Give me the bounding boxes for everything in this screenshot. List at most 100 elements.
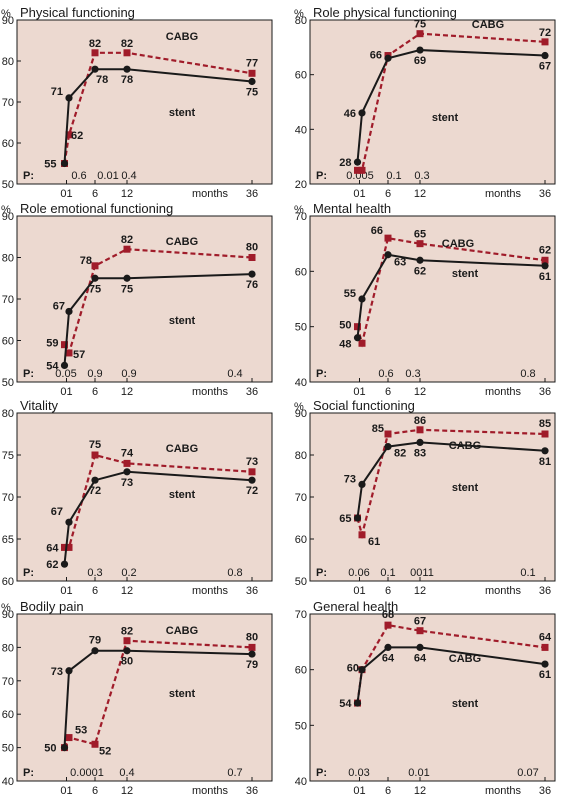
series-name-cabg: CABG — [166, 443, 198, 455]
y-tick-label: 65 — [2, 534, 14, 546]
data-label: 66 — [370, 49, 382, 61]
series-name-cabg: CABG — [449, 653, 481, 665]
data-label: 50 — [339, 320, 351, 332]
data-point-stent — [541, 262, 549, 270]
data-label: 73 — [121, 477, 133, 489]
data-label: 60 — [347, 663, 359, 675]
p-value: 0.03 — [348, 767, 369, 779]
data-label: 54 — [46, 360, 59, 372]
p-value: 0.9 — [121, 368, 136, 380]
data-label: 28 — [339, 157, 351, 169]
p-value: 0.6 — [71, 170, 86, 182]
y-tick-label: 40 — [295, 124, 307, 136]
data-label: 65 — [339, 513, 351, 525]
p-value: 0.9 — [87, 368, 102, 380]
data-point-stent — [384, 251, 392, 259]
data-point-cabg — [61, 341, 68, 349]
data-label: 82 — [121, 38, 133, 50]
series-name-stent: stent — [432, 112, 459, 124]
data-point-stent — [541, 51, 549, 60]
data-point-stent — [248, 77, 256, 86]
data-point-stent — [91, 274, 99, 282]
data-point-cabg — [248, 69, 256, 77]
x-tick-label: 01 — [60, 785, 72, 797]
y-tick-label: 60 — [2, 576, 14, 588]
p-value: 0.3 — [87, 567, 102, 579]
data-label: 48 — [339, 339, 351, 351]
x-tick-label: 36 — [539, 585, 551, 597]
data-point-stent — [353, 699, 362, 707]
x-tick-label: 6 — [92, 386, 98, 398]
x-tick-label: 36 — [246, 386, 258, 398]
data-point-stent — [123, 468, 131, 476]
data-point-cabg — [384, 234, 392, 242]
p-value: 0.4 — [227, 368, 242, 380]
y-tick-label: 80 — [2, 408, 14, 420]
chart-panel-6: Social functioning% 50 60 70 80 90 01 6 12 36 mont… — [294, 398, 556, 597]
chart-title: Bodily pain — [20, 599, 84, 614]
data-point-stent — [358, 295, 366, 303]
data-point-cabg — [541, 643, 549, 651]
p-value: 0.7 — [227, 767, 242, 779]
p-label: P: — [23, 567, 34, 579]
p-value: 0.1 — [386, 170, 401, 182]
data-point-stent — [91, 647, 99, 655]
y-tick-label: 50 — [295, 720, 307, 732]
data-label: 66 — [371, 225, 383, 237]
data-point-stent — [248, 650, 256, 658]
data-point-stent — [416, 643, 424, 652]
data-point-cabg — [123, 245, 131, 253]
y-tick-label: 50 — [2, 179, 14, 191]
data-point-stent — [91, 476, 99, 484]
data-point-stent — [123, 65, 131, 73]
y-tick-label: 60 — [2, 709, 14, 721]
data-point-stent — [91, 65, 99, 73]
y-unit-label: % — [1, 8, 11, 20]
data-point-cabg — [354, 323, 361, 331]
x-tick-label: 12 — [414, 585, 426, 597]
data-label: 64 — [414, 652, 427, 664]
y-unit-label: % — [294, 401, 304, 413]
data-point-cabg — [91, 262, 99, 270]
p-value: 0.05 — [55, 368, 76, 380]
x-tick-label: 36 — [246, 585, 258, 597]
chart-title: Role physical functioning — [313, 5, 457, 20]
y-tick-label: 50 — [295, 322, 307, 334]
data-label: 50 — [44, 743, 56, 755]
chart-panel-5: Vitality 60 65 70 75 80 01 6 12 36 months P: 0.3 0.2 0… — [2, 398, 273, 597]
x-tick-label: 01 — [60, 585, 72, 597]
series-name-cabg: CABG — [472, 19, 504, 31]
data-point-cabg — [65, 734, 73, 742]
x-tick-label: 12 — [414, 188, 426, 200]
data-point-stent — [65, 307, 73, 316]
p-label: P: — [316, 368, 327, 380]
data-point-cabg — [91, 49, 99, 57]
data-label: 77 — [246, 57, 258, 69]
data-point-stent — [416, 438, 424, 446]
x-tick-label: 36 — [246, 785, 258, 797]
chart-panel-7: Bodily pain% 40 50 60 70 80 90 01 6 12 36 months P: 0… — [1, 599, 273, 797]
data-label: 79 — [246, 659, 258, 671]
data-label: 64 — [46, 542, 59, 554]
x-tick-label: 6 — [92, 785, 98, 797]
chart-panel-4: Mental health% 40 50 60 70 01 6 12 36 months P: 0.6… — [294, 201, 556, 398]
data-label: 67 — [53, 300, 65, 312]
series-name-stent: stent — [169, 315, 196, 327]
data-label: 78 — [80, 255, 92, 267]
p-value: 0.01 — [408, 767, 429, 779]
data-point-stent — [65, 94, 73, 102]
data-point-cabg — [65, 543, 73, 551]
data-label: 73 — [51, 666, 63, 678]
data-point-stent — [358, 666, 366, 674]
data-label: 78 — [121, 74, 133, 86]
data-point-cabg — [65, 131, 73, 139]
chart-title: Social functioning — [313, 398, 415, 413]
data-label: 52 — [99, 745, 111, 757]
data-point-cabg — [384, 430, 392, 438]
y-tick-label: 40 — [295, 776, 307, 788]
x-tick-label: 36 — [539, 386, 551, 398]
data-label: 69 — [414, 55, 426, 67]
y-tick-label: 80 — [2, 56, 14, 68]
y-tick-label: 60 — [2, 138, 14, 150]
